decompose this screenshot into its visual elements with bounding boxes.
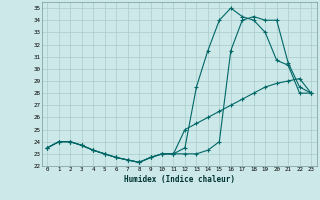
X-axis label: Humidex (Indice chaleur): Humidex (Indice chaleur) xyxy=(124,175,235,184)
